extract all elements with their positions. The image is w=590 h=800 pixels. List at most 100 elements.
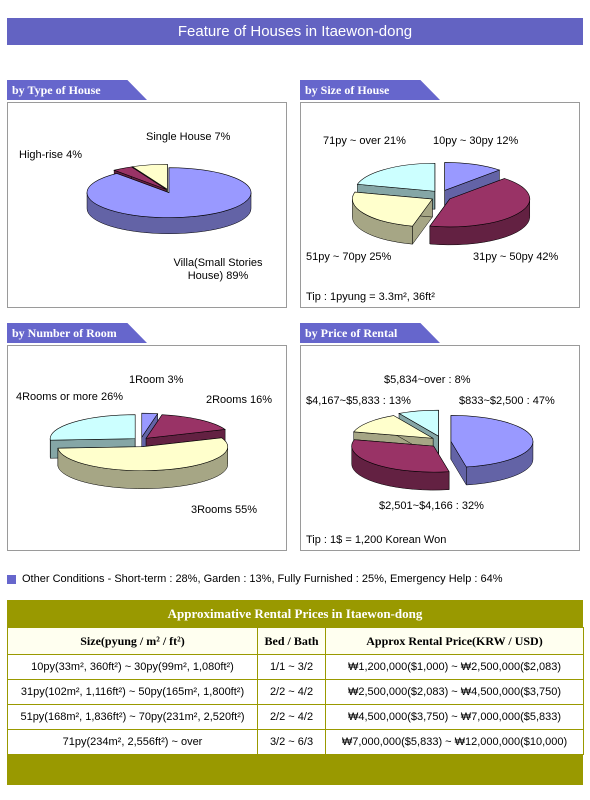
pie-slice xyxy=(86,167,252,218)
table-row: 71py(234m², 2,556ft²) ~ over 3/2 ~ 6/3 ₩7,… xyxy=(7,729,584,755)
table-cell: 1/1 ~ 3/2 xyxy=(257,654,326,680)
pie-slice xyxy=(353,415,434,439)
chart-tab: by Type of House xyxy=(7,80,147,100)
chart-tab: by Number of Room xyxy=(7,323,147,343)
chart-box: 10py ~ 30py 12% 31py ~ 50py 42% 51py ~ 70p… xyxy=(300,102,580,308)
slice-label: 31py ~ 50py 42% xyxy=(473,251,558,264)
slice-label: High-rise 4% xyxy=(19,149,82,162)
slice-label: 71py ~ over 21% xyxy=(323,135,406,148)
table-cell: 31py(102m², 1,116ft²) ~ 50py(165m², 1,80… xyxy=(7,679,258,705)
pie-chart xyxy=(49,412,229,489)
pie-chart xyxy=(86,163,252,234)
table-cell: 51py(168m², 1,836ft²) ~ 70py(231m², 2,52… xyxy=(7,704,258,730)
slice-value: 16% xyxy=(250,394,273,406)
pie-slice xyxy=(398,409,439,437)
bullet xyxy=(7,575,16,584)
pie-slice xyxy=(351,439,450,473)
slice-category: 10py ~ 30py xyxy=(433,135,494,147)
column-header: Size(pyung / m² / ft²) xyxy=(7,627,258,655)
price-table: Size(pyung / m² / ft²) Bed / Bath Approx R… xyxy=(7,627,584,755)
table-cell: 71py(234m², 2,556ft²) ~ over xyxy=(7,729,258,755)
slice-label: 3Rooms 55% xyxy=(191,504,257,517)
slice-value: 4% xyxy=(66,149,82,161)
conditions-note: Other Conditions - Short-term : 28%, Gar… xyxy=(22,573,503,585)
chart-tab: by Size of House xyxy=(300,80,440,100)
pie-chart xyxy=(352,162,531,246)
slice-label: 4Rooms or more 26% xyxy=(16,391,123,404)
table-row: 31py(102m², 1,116ft²) ~ 50py(165m², 1,80… xyxy=(7,679,584,705)
table-cell: 3/2 ~ 6/3 xyxy=(257,729,326,755)
slice-label: 51py ~ 70py 25% xyxy=(306,251,391,264)
pie-slice xyxy=(352,191,433,227)
slice-value: : 8% xyxy=(448,374,471,386)
column-header: Approx Rental Price(KRW / USD) xyxy=(325,627,584,655)
slice-value: : 47% xyxy=(526,395,555,407)
pie-chart xyxy=(351,409,534,491)
page-title: Feature of Houses in Itaewon-dong xyxy=(7,18,583,45)
table-title: Approximative Rental Prices in Itaewon-d… xyxy=(167,606,423,621)
slice-value: 89% xyxy=(226,270,249,282)
table-header-row: Size(pyung / m² / ft²) Bed / Bath Approx R… xyxy=(7,627,584,655)
slice-value: 55% xyxy=(235,504,258,516)
pie-slice xyxy=(49,414,136,441)
pie-slice xyxy=(57,437,229,471)
slice-category: 71py ~ over xyxy=(323,135,381,147)
chart-box: 1Room 3% 2Rooms 16% 3Rooms 55% 4Rooms or mo… xyxy=(7,345,287,551)
table-cell: ₩7,000,000($5,833) ~ ₩12,000,000($10,000… xyxy=(325,729,584,755)
slice-label: $4,167~$5,833 : 13% xyxy=(306,395,411,408)
slice-category: High-rise xyxy=(19,149,64,161)
table-cell: ₩4,500,000($3,750) ~ ₩7,000,000($5,833) xyxy=(325,704,584,730)
slice-value: 42% xyxy=(536,251,559,263)
slice-value: 26% xyxy=(100,391,124,403)
column-header: Bed / Bath xyxy=(257,627,326,655)
slice-category: $833~$2,500 xyxy=(459,395,524,407)
pie-slice xyxy=(450,415,534,468)
slice-value: 3% xyxy=(167,374,184,386)
table-cell: ₩1,200,000($1,000) ~ ₩2,500,000($2,083) xyxy=(325,654,584,680)
table-cell: 2/2 ~ 4/2 xyxy=(257,679,326,705)
slice-label: 1Room 3% xyxy=(129,374,183,387)
slice-category: $5,834~over xyxy=(384,374,446,386)
pie-slice xyxy=(356,162,436,192)
slice-label: Villa(Small Stories House) 89% xyxy=(158,257,278,283)
slice-label: Single House 7% xyxy=(146,131,230,144)
pie-slice xyxy=(444,162,501,191)
pie-slice xyxy=(145,414,226,439)
slice-value: 25% xyxy=(369,251,392,263)
slice-label: 2Rooms 16% xyxy=(206,394,272,407)
pie-slice xyxy=(429,178,531,228)
slice-category: 1Room xyxy=(129,374,165,386)
slice-category: $4,167~$5,833 xyxy=(306,395,380,407)
pie-slice xyxy=(131,163,168,190)
slice-category: 3Rooms xyxy=(191,504,232,516)
slice-value: 21% xyxy=(383,135,406,147)
table-cell: 10py(33m², 360ft²) ~ 30py(99m², 1,080ft²… xyxy=(7,654,258,680)
table-row: 51py(168m², 1,836ft²) ~ 70py(231m², 2,52… xyxy=(7,704,584,730)
chart-box: $833~$2,500 : 47% $2,501~$4,166 : 32% $4,1… xyxy=(300,345,580,551)
slice-value: : 13% xyxy=(382,395,411,407)
price-table-box: Approximative Rental Prices in Itaewon-d… xyxy=(7,600,584,785)
slice-value: 12% xyxy=(496,135,519,147)
slice-category: 4Rooms or more xyxy=(16,391,98,403)
table-cell: ₩2,500,000($2,083) ~ ₩4,500,000($3,750) xyxy=(325,679,584,705)
slice-label: $2,501~$4,166 : 32% xyxy=(379,500,484,513)
table-cell: 2/2 ~ 4/2 xyxy=(257,704,326,730)
chart-tab: by Price of Rental xyxy=(300,323,440,343)
slice-label: $5,834~over : 8% xyxy=(384,374,471,387)
pie-slice xyxy=(141,412,159,439)
slice-value: : 32% xyxy=(455,500,484,512)
pie-slice xyxy=(113,166,167,190)
slice-category: Single House xyxy=(146,131,212,143)
chart-box: Villa(Small Stories House) 89% High-rise … xyxy=(7,102,287,308)
chart-tip: Tip : 1pyung = 3.3m², 36ft² xyxy=(306,291,435,303)
slice-category: Villa(Small Stories House) xyxy=(173,257,263,282)
slice-category: $2,501~$4,166 xyxy=(379,500,453,512)
slice-label: 10py ~ 30py 12% xyxy=(433,135,518,148)
slice-label: $833~$2,500 : 47% xyxy=(459,395,555,408)
slice-category: 51py ~ 70py xyxy=(306,251,367,263)
chart-tip: Tip : 1$ = 1,200 Korean Won xyxy=(306,534,447,546)
slice-category: 31py ~ 50py xyxy=(473,251,534,263)
slice-value: 7% xyxy=(214,131,231,143)
slice-category: 2Rooms xyxy=(206,394,247,406)
